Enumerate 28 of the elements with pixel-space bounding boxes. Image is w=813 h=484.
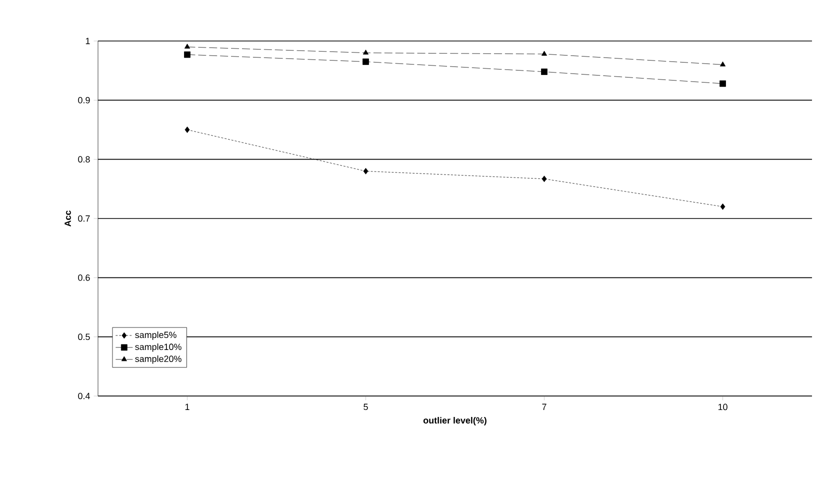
legend-label: sample5% [135, 331, 176, 340]
y-tick-label: 0.4 [78, 392, 90, 400]
point [184, 126, 190, 133]
legend-label: sample20% [135, 355, 182, 364]
point [720, 61, 726, 66]
point [362, 58, 369, 65]
point [720, 80, 726, 87]
y-axis-title: Acc [64, 210, 71, 227]
point [541, 68, 548, 75]
y-tick-label: 0.9 [78, 96, 90, 104]
y-tick-label: 1 [86, 38, 90, 44]
point [541, 50, 548, 56]
point [184, 44, 190, 49]
y-tick-label: 0.6 [78, 274, 90, 281]
point [363, 168, 368, 174]
point [362, 50, 369, 55]
x-tick-label: 1 [185, 404, 190, 410]
x-tick-label: 10 [718, 404, 728, 410]
x-tick-label: 7 [542, 404, 546, 410]
x-tick-label: 5 [364, 404, 368, 410]
y-tick-label: 0.7 [78, 215, 90, 222]
point [184, 51, 190, 58]
point [542, 176, 547, 182]
point [720, 203, 726, 210]
y-tick-label: 0.8 [78, 156, 90, 163]
y-tick-label: 0.5 [78, 334, 90, 340]
legend-label: sample10% [135, 343, 182, 352]
x-axis-title: outlier level(%) [423, 416, 486, 426]
